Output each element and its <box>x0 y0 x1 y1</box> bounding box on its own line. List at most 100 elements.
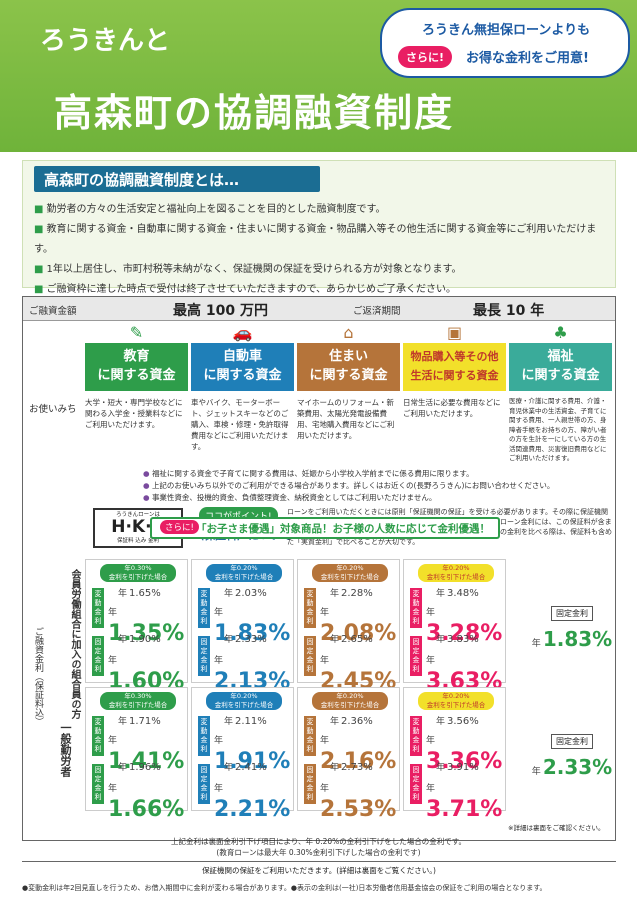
year-prefix: 年 <box>436 717 446 727</box>
year-prefix: 年 <box>426 656 436 666</box>
footer-line1: 上記金利は裏面金利引下げ項目により、年 0.20%の金利引下げをした場合の金利で… <box>170 837 466 846</box>
year-prefix: 年 <box>224 589 234 599</box>
new-rate: 2.53% <box>320 797 397 822</box>
variable-tag: 変動金利 <box>410 716 422 756</box>
badge-line2: 金利を引下げた場合 <box>108 700 168 709</box>
amount-label: ご融資金額 <box>29 306 77 317</box>
old-variable-rate: 年 3.48% <box>436 586 479 599</box>
old-rate: 1.71% <box>129 716 161 727</box>
new-rate: 1.35% <box>108 621 185 646</box>
badge-line2: 金利を引下げた場合 <box>214 572 274 581</box>
fixed-label: 固定金利 <box>551 606 593 621</box>
year-prefix: 年 <box>320 784 330 794</box>
category-title: 住まい <box>328 349 368 364</box>
badge-line1: 年0.20% <box>336 692 364 700</box>
promo-line2: お得な金利をご用意! <box>466 51 589 66</box>
old-fixed-rate: 年 2.73% <box>330 760 373 773</box>
badge-line2: 金利を引下げた場合 <box>426 572 486 581</box>
old-variable-rate: 年 1.71% <box>118 714 161 727</box>
house-icon: ⌂ <box>343 323 354 342</box>
old-rate: 1.65% <box>129 588 161 599</box>
old-rate: 2.36% <box>341 716 373 727</box>
category-car: 自動車 に関する資金 <box>191 343 294 391</box>
rate-label: ご融資金利（保証料込） <box>33 627 43 726</box>
fixed-tag: 固定金利 <box>304 636 316 676</box>
old-fixed-rate: 年 3.91% <box>436 760 479 773</box>
category-desc: 車やバイク、モーターボート、ジェットスキーなどのご購入、車検・修理・免許取得費用… <box>191 398 289 451</box>
year-prefix: 年 <box>320 656 330 666</box>
badge-line1: 年0.20% <box>230 564 258 572</box>
year-prefix: 年 <box>118 589 128 599</box>
new-rate: 3.71% <box>426 797 503 822</box>
year-prefix: 年 <box>108 736 118 746</box>
new-fixed-rate: 年 2.21% <box>214 772 293 822</box>
year-prefix: 年 <box>224 717 234 727</box>
category-title: 福祉 <box>547 349 574 364</box>
category-desc: 医療・介護に関する費用、介護・育児休業中の生活資金、子育てに関する費用、一人親世… <box>509 397 607 462</box>
category-education: 教育 に関する資金 <box>85 343 188 391</box>
new-variable-rate: 年1.91% <box>214 724 293 774</box>
year-prefix: 年 <box>330 589 340 599</box>
year-prefix: 年 <box>214 608 224 618</box>
hkk-sub: 保証料 込み 金利 <box>117 538 159 544</box>
category-goods: 物品購入等その他 生活に関する資金 <box>403 343 506 391</box>
new-variable-rate: 年2.08% <box>320 596 399 646</box>
old-variable-rate: 年 2.03% <box>224 586 267 599</box>
year-prefix: 年 <box>320 608 330 618</box>
rate-cell: 年0.30% 金利を引下げた場合 変動金利年 1.71% 年1.41% 固定金利年 1.96… <box>85 687 188 822</box>
note-item: 事業性資金、投機的資金、負債整理資金、納税資金としてはご利用いただけません。 <box>143 492 613 504</box>
new-rate: 1.41% <box>108 749 185 774</box>
old-variable-rate: 年 2.28% <box>330 586 373 599</box>
amount-value: 最高 100 万円 <box>173 303 268 319</box>
year-prefix: 年 <box>531 639 541 649</box>
old-rate: 2.03% <box>235 588 267 599</box>
car-icon: 🚗 <box>232 323 253 342</box>
intro-item: 勤労者の方々の生活安定と福祉向上を図ることを目的とした融資制度です。 <box>34 200 614 220</box>
intro-item: ご融資枠に達した時点で受付は終了させていただきますので、あらかじめご了承ください… <box>34 280 614 300</box>
new-rate: 3.36% <box>426 749 503 774</box>
year-prefix: 年 <box>320 736 330 746</box>
year-prefix: 年 <box>214 736 224 746</box>
group1-label: 会員労働組合に加入の組合員の方 <box>69 569 80 719</box>
old-fixed-rate: 年 1.90% <box>118 632 161 645</box>
badge-line2: 金利を引下げた場合 <box>214 700 274 709</box>
category-subtitle: に関する資金 <box>309 368 388 383</box>
badge-line1: 年0.30% <box>124 692 152 700</box>
badge-line1: 年0.30% <box>124 564 152 572</box>
new-variable-rate: 年1.35% <box>108 596 187 646</box>
intro-item: 1年以上居住し、市町村税等未納がなく、保証機関の保証を受けられる方が対象となりま… <box>34 260 614 280</box>
old-rate: 3.56% <box>447 716 479 727</box>
badge-line1: 年0.20% <box>442 692 470 700</box>
usage-notes: 福祉に関する資金で子育てに関する費用は、妊娠から小学校入学前までに係る費用に限り… <box>143 468 613 504</box>
category-desc: マイホームのリフォーム・新築費用、太陽光発電設備費用、宅地購入費用などにご利用い… <box>297 398 395 440</box>
year-prefix: 年 <box>118 717 128 727</box>
year-prefix: 年 <box>214 656 224 666</box>
year-prefix: 年 <box>108 784 118 794</box>
new-fixed-rate: 年 1.66% <box>108 772 187 822</box>
category-house: 住まい に関する資金 <box>297 343 400 391</box>
new-rate: 3.28% <box>426 621 503 646</box>
variable-tag: 変動金利 <box>198 716 210 756</box>
new-fixed-rate: 年 3.71% <box>426 772 505 822</box>
badge-line1: 年0.20% <box>336 564 364 572</box>
kids-banner: 「お子さま優遇」対象商品！お子様の人数に応じて金利優遇！ <box>150 517 500 539</box>
promo-bubble: ろうきん無担保ローンよりも さらに! お得な金利をご用意! <box>380 8 630 78</box>
year-prefix: 年 <box>118 763 128 773</box>
page-title: 高森町の協調融資制度 <box>54 91 455 135</box>
note-item: 上記のお使いみち以外でのご利用ができる場合があります。詳しくはお近くの(長野ろう… <box>143 480 613 492</box>
variable-tag: 変動金利 <box>92 588 104 628</box>
footer-guarantee: 保証機関の保証をご利用いただきます。(詳細は裏面をご覧ください。) <box>22 861 616 876</box>
sarani-badge: さらに! <box>160 520 199 534</box>
footer-line2: (教育ローンは最大年 0.30%金利引下げした場合の金利です) <box>216 848 421 857</box>
intro-item: 教育に関する資金・自動車に関する資金・住まいに関する資金・物品購入等その他生活に… <box>34 220 614 260</box>
variable-tag: 変動金利 <box>198 588 210 628</box>
year-prefix: 年 <box>214 784 224 794</box>
old-rate: 2.28% <box>341 588 373 599</box>
old-rate: 2.73% <box>341 762 373 773</box>
year-prefix: 年 <box>436 635 446 645</box>
discount-badge: 年0.20% 金利を引下げた場合 <box>418 564 494 582</box>
group2-label: 一般勤労者 <box>59 722 72 777</box>
loan-table: ご融資金額 最高 100 万円 ご返済期間 最長 10 年 お使いみち ✎ 🚗 … <box>22 296 616 841</box>
footer-disclaimer: ●変動金利は年2回見直しを行うため、お借入期間中に金利が変わる場合があります。●… <box>22 884 547 892</box>
badge-line2: 金利を引下げた場合 <box>320 572 380 581</box>
